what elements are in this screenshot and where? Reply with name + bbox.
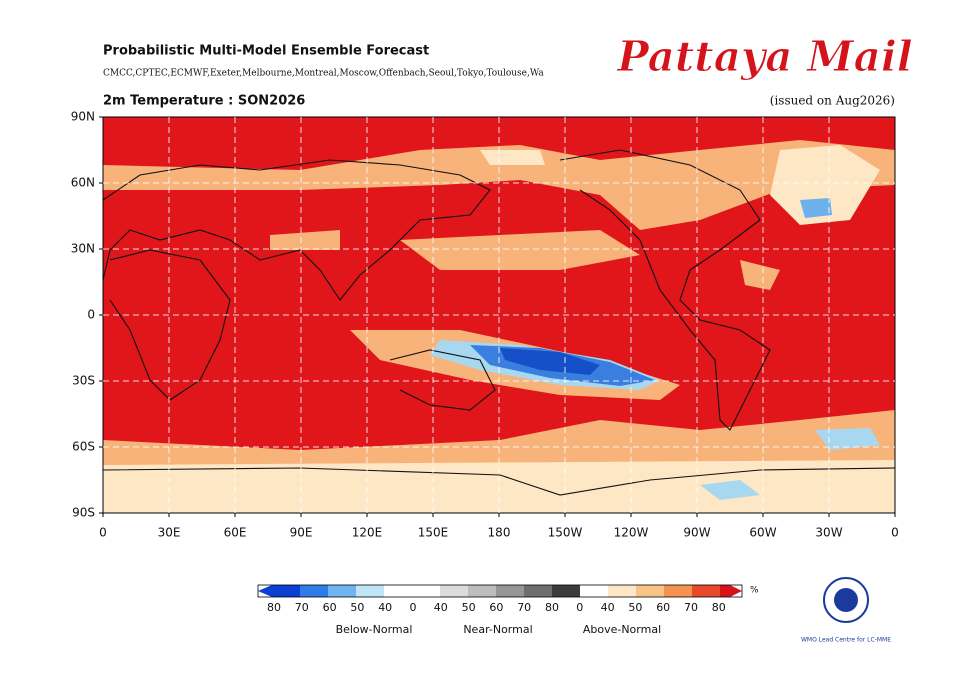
lon-label: 150W [548,526,583,540]
lat-label: 0 [87,308,95,322]
colorbar-label: 70 [684,601,698,614]
colorbar-label: 70 [295,601,309,614]
lat-label: 30N [71,242,95,256]
colorbar-label: 50 [462,601,476,614]
lon-label: 0 [891,526,899,540]
colorbar-label: 60 [489,601,503,614]
colorbar-label: 40 [434,601,448,614]
coastlines [102,149,896,496]
colorbar-label: 40 [378,601,392,614]
lon-label: 30W [815,526,842,540]
logo: Pattaya Mail [616,32,913,81]
lat-label: 60N [71,176,95,190]
centres: CMCC,CPTEC,ECMWF,Exeter,Melbourne,Montre… [103,69,544,79]
colorbar-label: 0 [410,601,417,614]
lon-label: 150E [418,526,449,540]
lon-label: 0 [99,526,107,540]
colorbar-label: 70 [517,601,531,614]
lon-label: 60W [749,526,776,540]
colorbar [257,584,743,598]
lon-label: 30E [158,526,181,540]
lon-label: 180 [488,526,511,540]
lon-label: 90E [290,526,313,540]
lat-label: 90S [72,506,95,520]
cold-areas [430,198,880,500]
colorbar-label: 80 [267,601,281,614]
colorbar-label: 40 [601,601,615,614]
variable: 2m Temperature : SON2026 [103,94,305,109]
lat-label: 30S [72,374,95,388]
colorbar-label: 80 [712,601,726,614]
issued: (issued on Aug2026) [770,94,895,108]
colorbar-category: Near-Normal [463,623,532,636]
lat-label: 90N [71,110,95,124]
colorbar-label: 0 [576,601,583,614]
lon-label: 120E [352,526,383,540]
colorbar-label: 60 [656,601,670,614]
colorbar-label: 50 [628,601,642,614]
lon-label: 90W [683,526,710,540]
colorbar-label: 50 [350,601,364,614]
colorbar-label: 60 [323,601,337,614]
colorbar-category: Below-Normal [336,623,413,636]
wmo-logo [823,577,869,623]
colorbar-label: 80 [545,601,559,614]
lat-label: 60S [72,440,95,454]
colorbar-category: Above-Normal [583,623,661,636]
wmo-text: WMO Lead Centre for LC-MME [801,637,891,644]
lon-label: 120W [614,526,649,540]
colorbar-unit: % [750,586,759,596]
lon-label: 60E [224,526,247,540]
title: Probabilistic Multi-Model Ensemble Forec… [103,44,429,59]
